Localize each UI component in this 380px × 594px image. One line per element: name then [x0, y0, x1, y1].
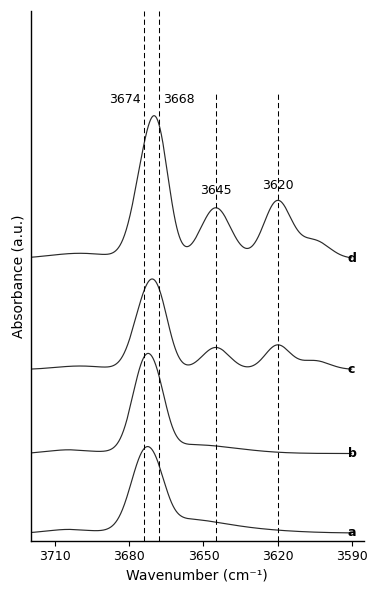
Text: b: b — [348, 447, 357, 460]
Text: 3668: 3668 — [163, 93, 194, 106]
Text: 3620: 3620 — [262, 179, 293, 191]
Text: a: a — [348, 526, 356, 539]
Y-axis label: Absorbance (a.u.): Absorbance (a.u.) — [11, 214, 25, 337]
Text: c: c — [348, 362, 355, 375]
Text: 3674: 3674 — [109, 93, 141, 106]
X-axis label: Wavenumber (cm⁻¹): Wavenumber (cm⁻¹) — [127, 569, 268, 583]
Text: 3645: 3645 — [200, 184, 232, 197]
Text: d: d — [348, 252, 357, 265]
